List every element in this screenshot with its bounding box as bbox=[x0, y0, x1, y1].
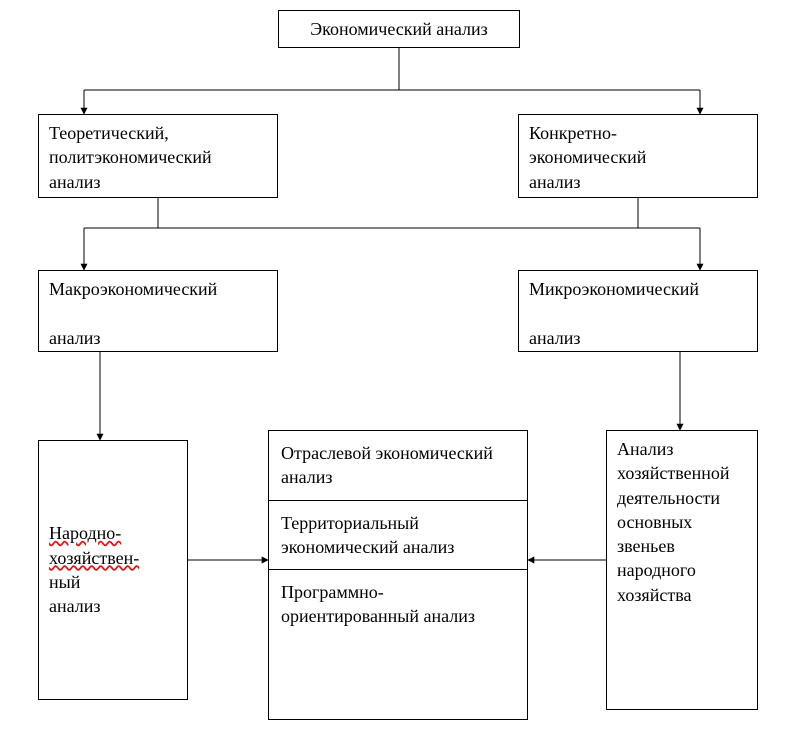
node-macroeconomic: Макроэкономический анализ bbox=[38, 270, 278, 352]
segment-territorial: Территориальный экономический анализ bbox=[269, 501, 527, 571]
node-middle-segmented: Отраслевой экономический анализ Территор… bbox=[268, 430, 528, 720]
diagram-canvas: Экономический анализ Теоретический, поли… bbox=[0, 0, 795, 754]
node-microeconomic-label: Микроэкономический анализ bbox=[529, 277, 699, 350]
segment-program-oriented-label: Программно- ориентированный анализ bbox=[281, 582, 475, 626]
node-concrete-economic: Конкретно- экономический анализ bbox=[518, 114, 758, 198]
node-theoretical: Теоретический, политэкономический анализ bbox=[38, 114, 278, 198]
node-microeconomic: Микроэкономический анализ bbox=[518, 270, 758, 352]
node-theoretical-label: Теоретический, политэкономический анализ bbox=[49, 121, 267, 194]
node-enterprise-activity-label: Анализ хозяйственной деятельности основн… bbox=[617, 437, 729, 607]
segment-sectoral: Отраслевой экономический анализ bbox=[269, 431, 527, 501]
node-national-economic: Народно-хозяйствен-ныйанализ bbox=[38, 440, 188, 700]
segment-program-oriented: Программно- ориентированный анализ bbox=[269, 570, 527, 639]
node-national-economic-label: Народно-хозяйствен-ныйанализ bbox=[49, 521, 139, 618]
node-root-label: Экономический анализ bbox=[310, 17, 488, 41]
node-root: Экономический анализ bbox=[278, 10, 520, 48]
node-concrete-economic-label: Конкретно- экономический анализ bbox=[529, 121, 646, 194]
segment-sectoral-label: Отраслевой экономический анализ bbox=[281, 443, 493, 487]
node-macroeconomic-label: Макроэкономический анализ bbox=[49, 277, 217, 350]
node-enterprise-activity: Анализ хозяйственной деятельности основн… bbox=[606, 430, 758, 710]
segment-territorial-label: Территориальный экономический анализ bbox=[281, 513, 454, 557]
